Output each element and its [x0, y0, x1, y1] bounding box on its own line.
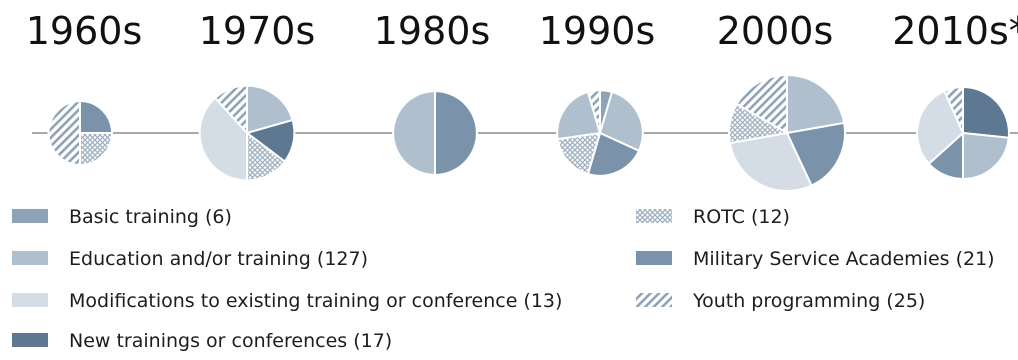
- pie-2010s: [916, 86, 1010, 180]
- legend-swatch-military-service-academies: [636, 251, 672, 265]
- legend-label-military-service-academies: Military Service Academies (21): [693, 248, 995, 270]
- legend-item-rotc: ROTC (12): [636, 206, 790, 228]
- slice-1970s-youth-programming-4: [213, 84, 248, 136]
- legend-label-modifications-to-existing-training-or-conference: Modifications to existing training or co…: [69, 290, 562, 312]
- decade-label-1980s: 1980s: [374, 9, 491, 53]
- legend-item-youth-programming: Youth programming (25): [636, 290, 925, 312]
- slice-1980s-military-service-academies-0: [434, 90, 478, 176]
- legend-swatch-basic-training: [12, 209, 48, 223]
- slice-1980s-education-and-or-training-1: [392, 90, 436, 176]
- legend-label-rotc: ROTC (12): [693, 206, 790, 228]
- legend-swatch-modifications-to-existing-training-or-conference: [12, 293, 48, 307]
- pie-1990s: [556, 89, 644, 177]
- legend-item-education-and-or-training: Education and/or training (127): [12, 248, 368, 270]
- decade-label-1970s: 1970s: [199, 9, 316, 53]
- pies: [47, 73, 1010, 193]
- slice-2010s-new-trainings-or-conferences-0: [962, 86, 1010, 139]
- slice-2010s-youth-programming-4: [942, 86, 964, 134]
- slice-1960s-military-service-academies-0: [79, 99, 114, 134]
- slice-1970s-modifications-to-existing-training-or-conference-3: [198, 96, 248, 182]
- decade-labels: 1960s 1970s 1980s 1990s 2000s 2010s*: [26, 9, 1018, 53]
- legend-item-new-trainings-or-conferences: New trainings or conferences (17): [12, 330, 392, 352]
- slice-2000s-education-and-or-training-0: [786, 73, 846, 135]
- slice-1970s-education-and-or-training-0: [246, 84, 294, 135]
- slice-1990s-education-and-or-training-1: [598, 90, 644, 153]
- decade-label-1960s: 1960s: [26, 9, 143, 53]
- slice-1960s-youth-programming-2: [47, 99, 81, 167]
- slice-1990s-education-and-or-training-4: [556, 90, 602, 141]
- legend-swatch-new-trainings-or-conferences: [12, 333, 48, 347]
- legend: Basic training (6) Education and/or train…: [12, 206, 995, 352]
- legend-item-military-service-academies: Military Service Academies (21): [636, 248, 995, 270]
- legend-swatch-rotc: [636, 209, 672, 223]
- slice-2000s-military-service-academies-1: [785, 121, 846, 187]
- decade-label-2010s: 2010s*: [892, 9, 1018, 53]
- slice-2000s-youth-programming-4: [735, 73, 788, 135]
- pie-1970s: [198, 84, 296, 182]
- legend-label-youth-programming: Youth programming (25): [692, 290, 925, 312]
- pie-2000s: [728, 73, 846, 193]
- legend-label-education-and-or-training: Education and/or training (127): [69, 248, 368, 270]
- slice-1960s-rotc-1: [79, 132, 114, 167]
- slice-2000s-modifications-to-existing-training-or-conference-2: [728, 131, 813, 193]
- legend-item-modifications-to-existing-training-or-conference: Modifications to existing training or co…: [12, 290, 562, 312]
- legend-label-basic-training: Basic training (6): [69, 206, 232, 228]
- pie-1960s: [47, 99, 114, 167]
- decade-label-2000s: 2000s: [717, 9, 834, 53]
- slice-2010s-education-and-or-training-1: [962, 131, 1010, 180]
- pie-1980s: [392, 90, 478, 176]
- legend-label-new-trainings-or-conferences: New trainings or conferences (17): [69, 330, 392, 352]
- legend-swatch-youth-programming: [636, 293, 672, 307]
- legend-swatch-education-and-or-training: [12, 251, 48, 265]
- legend-item-basic-training: Basic training (6): [12, 206, 232, 228]
- decade-label-1990s: 1990s: [539, 9, 656, 53]
- slice-1990s-youth-programming-5: [586, 89, 601, 134]
- slice-1990s-military-service-academies-2: [586, 131, 641, 177]
